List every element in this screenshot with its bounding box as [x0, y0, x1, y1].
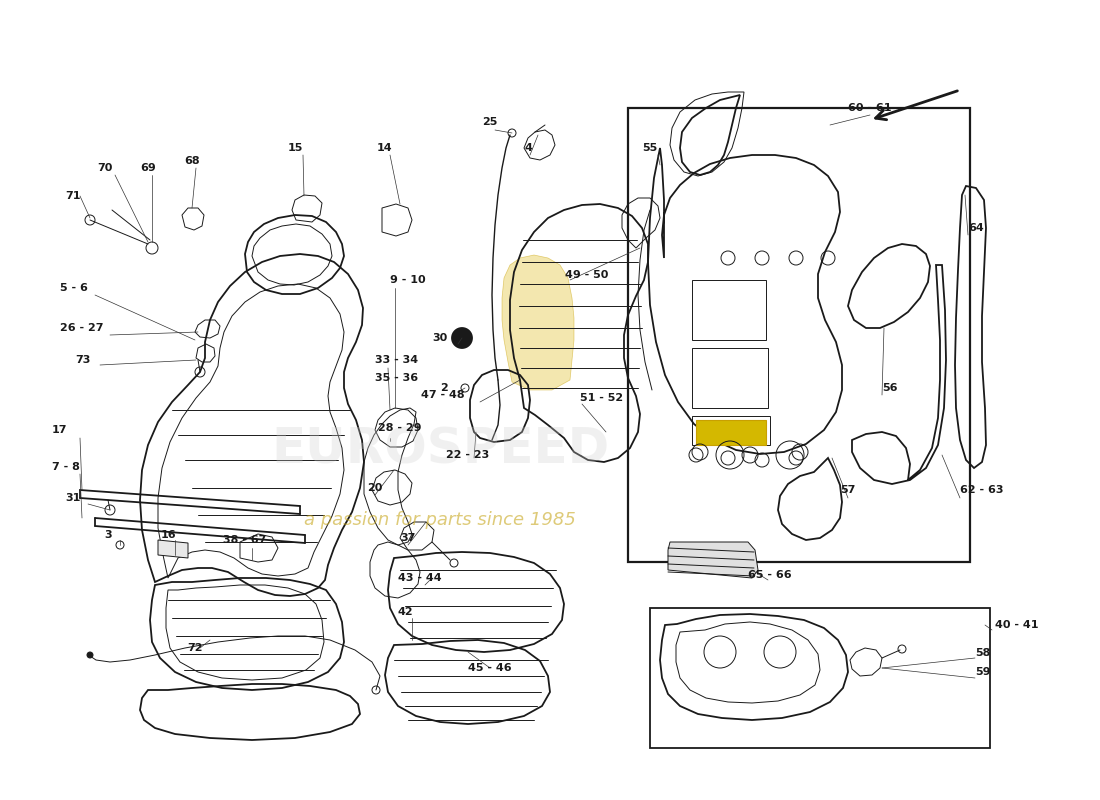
Text: 38 - 67: 38 - 67: [223, 535, 266, 545]
Text: 62 - 63: 62 - 63: [960, 485, 1003, 495]
Text: 59: 59: [975, 667, 990, 677]
Text: 68: 68: [184, 156, 200, 166]
Text: EUROSPEED: EUROSPEED: [271, 426, 609, 474]
Text: 56: 56: [882, 383, 898, 393]
Text: 3: 3: [104, 530, 112, 540]
Text: 71: 71: [65, 191, 80, 201]
Text: 49 - 50: 49 - 50: [565, 270, 608, 280]
Text: 40 - 41: 40 - 41: [996, 620, 1038, 630]
Polygon shape: [668, 542, 758, 578]
Text: 17: 17: [52, 425, 67, 435]
Text: 51 - 52: 51 - 52: [580, 393, 623, 403]
Text: 7 - 8: 7 - 8: [52, 462, 80, 472]
Text: 4: 4: [524, 143, 532, 153]
Text: 55: 55: [642, 143, 658, 153]
Text: 69: 69: [140, 163, 156, 173]
Text: 33 - 34: 33 - 34: [375, 355, 418, 365]
Text: 14: 14: [377, 143, 393, 153]
Polygon shape: [696, 420, 766, 445]
Polygon shape: [158, 540, 188, 558]
Text: 58: 58: [975, 648, 990, 658]
Text: 5 - 6: 5 - 6: [60, 283, 88, 293]
Text: 64: 64: [968, 223, 983, 233]
Text: 26 - 27: 26 - 27: [60, 323, 103, 333]
Text: 30: 30: [432, 333, 448, 343]
Text: 57: 57: [840, 485, 856, 495]
Text: 45 - 46: 45 - 46: [469, 663, 512, 673]
Text: 16: 16: [161, 530, 176, 540]
Text: 28 - 29: 28 - 29: [378, 423, 421, 433]
Circle shape: [452, 328, 472, 348]
Text: 73: 73: [75, 355, 90, 365]
Text: 15: 15: [287, 143, 303, 153]
Text: a passion for parts since 1985: a passion for parts since 1985: [304, 511, 576, 529]
Text: 9 - 10: 9 - 10: [390, 275, 426, 285]
Text: 20: 20: [367, 483, 383, 493]
Text: 42: 42: [397, 607, 412, 617]
Text: 22 - 23: 22 - 23: [447, 450, 490, 460]
Text: 47 - 48: 47 - 48: [421, 390, 465, 400]
Text: 2: 2: [440, 383, 448, 393]
Polygon shape: [502, 255, 574, 390]
Text: 37: 37: [400, 533, 416, 543]
Circle shape: [87, 652, 94, 658]
Text: 25: 25: [482, 117, 497, 127]
Text: 35 - 36: 35 - 36: [375, 373, 418, 383]
Text: 70: 70: [97, 163, 112, 173]
Text: 31: 31: [65, 493, 80, 503]
Text: 43 - 44: 43 - 44: [398, 573, 442, 583]
Text: 60 - 61: 60 - 61: [848, 103, 892, 113]
Text: 65 - 66: 65 - 66: [748, 570, 792, 580]
Text: 72: 72: [187, 643, 202, 653]
